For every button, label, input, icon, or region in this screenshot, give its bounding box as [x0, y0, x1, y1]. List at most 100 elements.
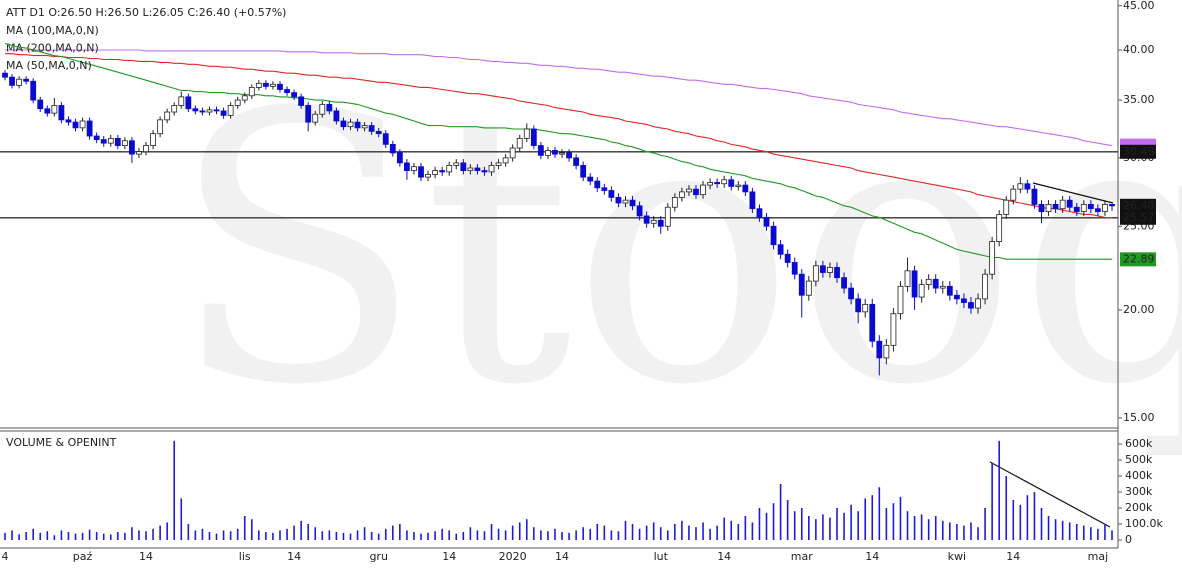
x-tick-label: lut [654, 550, 669, 563]
candle-body [961, 298, 967, 303]
value-box-label: 25.57 [1123, 211, 1155, 224]
candle-body [587, 176, 594, 182]
candle-body [375, 130, 382, 135]
candle-body [129, 140, 135, 155]
watermark: Stooq [170, 36, 1182, 466]
candle-body [1066, 199, 1073, 208]
candle-body [798, 273, 805, 296]
candle-body [721, 179, 728, 185]
candle-body [834, 267, 840, 279]
candle-body [30, 80, 37, 101]
y-tick-label: 200k [1125, 501, 1153, 514]
candle-body [1052, 204, 1059, 210]
y-tick-label: 600k [1125, 437, 1153, 450]
candle-body [763, 216, 770, 227]
candle-body [1017, 183, 1024, 190]
candle-body [277, 83, 283, 90]
y-tick-label: 35.00 [1123, 93, 1155, 106]
candle-body [869, 303, 876, 342]
candle-body [354, 121, 361, 129]
candle-body [368, 125, 375, 132]
candle-body [16, 78, 23, 86]
candle-body [467, 167, 474, 171]
trend-line [1032, 182, 1114, 204]
candle-body [178, 96, 185, 106]
candle-body [199, 110, 206, 113]
candle-body [946, 285, 953, 296]
x-tick-label: 4 [2, 550, 9, 563]
candle-body [820, 265, 826, 273]
y-tick-label: 45.00 [1123, 0, 1155, 12]
candle-body [1059, 199, 1066, 210]
candle-body [552, 150, 558, 155]
candle-body [939, 285, 946, 289]
candle-body [65, 119, 72, 123]
candle-body [1087, 204, 1094, 210]
candle-body [227, 105, 234, 116]
candle-body [488, 165, 495, 173]
trend-line [989, 461, 1111, 528]
candle-body [284, 89, 290, 94]
candle-body [812, 265, 819, 282]
candle-body [425, 174, 431, 178]
candle-body [1003, 199, 1010, 215]
candle-body [143, 145, 149, 153]
candle-body [671, 196, 678, 208]
candle-body [749, 191, 756, 210]
candle-body [411, 166, 417, 171]
candle-body [333, 110, 340, 122]
candle-body [805, 280, 812, 296]
candle-body [714, 182, 721, 185]
legend-entry: MA (100,MA,0,N) [6, 24, 99, 37]
candle-body [389, 143, 396, 154]
candle-body [220, 110, 227, 116]
candle-body [1073, 206, 1080, 212]
candle-body [157, 119, 164, 135]
candle-body [693, 188, 699, 196]
candle-body [996, 214, 1003, 242]
candle-body [72, 121, 79, 129]
candle-body [1102, 204, 1108, 212]
x-tick-label: paź [73, 550, 93, 563]
candle-body [1109, 204, 1115, 207]
candle-body [784, 253, 791, 263]
candle-body [509, 147, 516, 159]
x-tick-label: gru [369, 550, 387, 563]
candle-body [982, 273, 988, 300]
candle-body [446, 165, 453, 173]
candle-body [530, 128, 537, 146]
x-tick-label: 14 [555, 550, 569, 563]
candle-body [460, 162, 467, 171]
y-tick-label: 40.00 [1123, 43, 1155, 56]
candle-body [615, 196, 622, 204]
candle-body [79, 120, 86, 129]
candle-body [897, 285, 904, 315]
candle-body [735, 184, 742, 187]
candle-body [791, 262, 798, 275]
candle-body [601, 187, 608, 191]
candle-body [537, 145, 544, 156]
candle-body [1031, 188, 1038, 205]
x-tick-label: 14 [1006, 550, 1020, 563]
x-tick-label: 14 [865, 550, 879, 563]
candle-body [855, 298, 862, 313]
candle-body [925, 278, 932, 285]
candle-body [58, 105, 65, 121]
candle-body [580, 165, 587, 178]
moving-average-line [5, 53, 1113, 219]
candle-body [255, 82, 262, 88]
watermark-layer: Stooq [170, 36, 1182, 466]
candle-body [953, 294, 960, 300]
candle-body [918, 284, 925, 298]
candle-body [686, 188, 692, 193]
candle-body [93, 135, 100, 140]
candle-body [340, 120, 347, 128]
candle-body [756, 208, 763, 218]
candle-body [107, 137, 114, 144]
candle-body [192, 108, 199, 112]
candle-body [1094, 208, 1101, 212]
candle-body [827, 267, 833, 273]
candle-body [566, 152, 572, 159]
candle-body [1038, 204, 1045, 212]
